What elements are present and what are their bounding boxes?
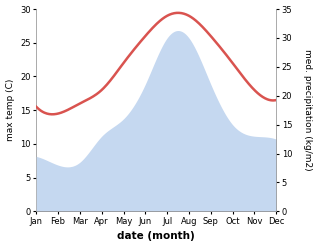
Y-axis label: med. precipitation (kg/m2): med. precipitation (kg/m2) [303,49,313,171]
Y-axis label: max temp (C): max temp (C) [5,79,15,141]
X-axis label: date (month): date (month) [117,231,195,242]
